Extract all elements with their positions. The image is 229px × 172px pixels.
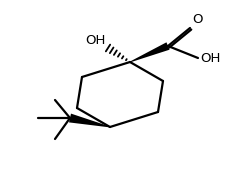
Polygon shape — [129, 42, 169, 62]
Text: OH: OH — [199, 51, 219, 64]
Text: OH: OH — [85, 34, 106, 47]
Polygon shape — [69, 114, 110, 127]
Text: O: O — [191, 13, 202, 26]
